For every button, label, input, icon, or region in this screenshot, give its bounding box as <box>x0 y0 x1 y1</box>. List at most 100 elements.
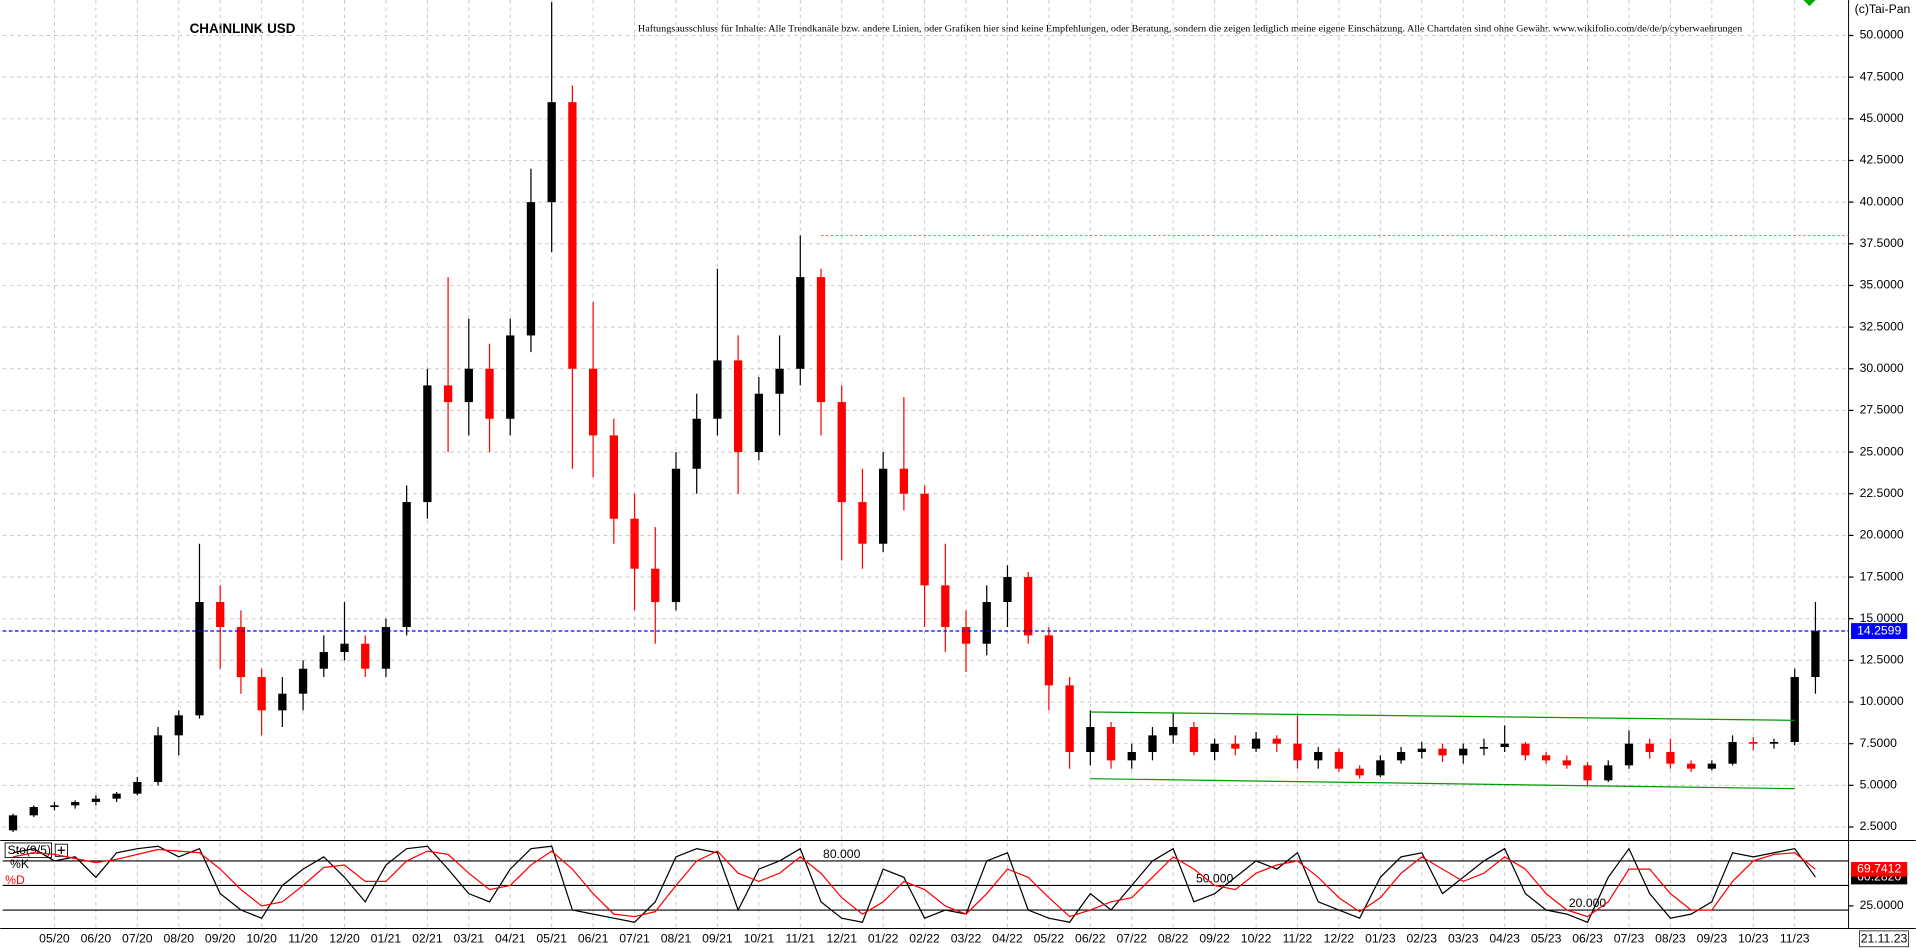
y-tick-label: 20.0000 <box>1860 528 1904 542</box>
candle-body <box>899 468 909 494</box>
candle-body <box>879 468 888 544</box>
level-label: 20.000 <box>1569 896 1607 910</box>
x-tick-label: 03/22 <box>951 932 982 946</box>
candle-body <box>1479 747 1489 749</box>
candle-body <box>174 715 183 736</box>
legend-label: %D <box>5 873 25 887</box>
candle-body <box>609 435 618 519</box>
candle-body <box>1666 752 1675 764</box>
y-tick-label: 37.5000 <box>1860 236 1904 250</box>
x-tick-label: 02/22 <box>909 932 940 946</box>
x-tick-label: 03/23 <box>1448 932 1479 946</box>
legend-label: %K <box>10 857 29 871</box>
candle-body <box>816 277 826 403</box>
channel-line <box>1090 778 1795 790</box>
candle-body <box>1003 577 1012 603</box>
candle-body <box>1417 748 1426 753</box>
disclaimer: Haftungsausschluss für Inhalte: Alle Tre… <box>638 24 1742 35</box>
candle-body <box>1251 738 1261 749</box>
y-tick-label: 10.0000 <box>1860 694 1904 708</box>
y-tick-label: 47.5000 <box>1860 69 1904 83</box>
stochastic-line <box>12 848 1816 918</box>
x-tick-label: 01/22 <box>868 932 899 946</box>
candle-body <box>713 360 722 419</box>
candle-body <box>1148 735 1157 753</box>
candle-body <box>443 385 453 403</box>
candle-body <box>837 402 846 503</box>
expand-icon[interactable] <box>57 846 65 854</box>
x-tick-label: 04/22 <box>992 932 1023 946</box>
x-tick-label: 08/22 <box>1158 932 1189 946</box>
y-tick-label: 40.0000 <box>1860 194 1904 208</box>
x-tick-label: 10/22 <box>1241 932 1272 946</box>
candle-body <box>506 335 515 419</box>
x-tick-label: 09/20 <box>205 932 236 946</box>
candle-body <box>1024 577 1033 636</box>
y-tick-label: 12.5000 <box>1860 653 1904 667</box>
candle-body <box>1604 765 1613 781</box>
candle-body <box>1355 768 1364 776</box>
candle-body <box>340 643 349 653</box>
x-tick-label: 02/21 <box>412 932 443 946</box>
candle-body <box>961 627 971 644</box>
candle-body <box>1231 743 1240 749</box>
candle-body <box>1314 752 1323 761</box>
x-tick-label: 07/22 <box>1116 932 1147 946</box>
candle-body <box>1334 752 1344 769</box>
candle-body <box>1210 743 1219 753</box>
candle-body <box>982 602 991 644</box>
candle-body <box>485 368 494 419</box>
candle-body <box>547 102 556 203</box>
x-tick-label: 06/22 <box>1075 932 1106 946</box>
candle-body <box>319 652 328 669</box>
candle-body <box>1086 727 1095 753</box>
candle-body <box>920 493 929 586</box>
x-tick-label: 11/23 <box>1780 932 1810 946</box>
candle-body <box>29 807 38 816</box>
candle-body <box>402 502 411 628</box>
level-label: 50.000 <box>1196 872 1234 886</box>
y-tick-label: 17.5000 <box>1860 569 1904 583</box>
candle-body <box>1376 760 1385 776</box>
candle-body <box>568 102 577 369</box>
candle-body <box>464 368 473 403</box>
candle-body <box>8 815 18 831</box>
candle-body <box>1749 742 1758 744</box>
copyright: (c)Tai-Pan <box>1855 2 1911 16</box>
x-tick-label: 06/20 <box>81 932 112 946</box>
candle-body <box>733 360 743 453</box>
candle-body <box>1769 742 1779 744</box>
candle-body <box>91 798 101 803</box>
marker-icon <box>1803 0 1816 7</box>
y-tick-label: 32.5000 <box>1860 319 1904 333</box>
candle-body <box>50 805 59 808</box>
candle-body <box>257 677 266 711</box>
candle-body <box>1728 742 1737 764</box>
candle-body <box>1438 748 1447 756</box>
current-price-label: 14.2599 <box>1857 623 1901 637</box>
y-tick-label: 35.0000 <box>1860 278 1904 292</box>
candle-body <box>133 782 142 794</box>
candle-body <box>278 693 287 711</box>
last-date: 21.11.23 <box>1861 932 1908 946</box>
candle-body <box>1645 743 1654 753</box>
candle-body <box>1106 727 1116 761</box>
x-tick-label: 09/21 <box>702 932 733 946</box>
stochastic-line <box>12 845 1816 924</box>
candle-body <box>1790 677 1799 743</box>
x-tick-label: 11/21 <box>785 932 815 946</box>
candle-body <box>1686 763 1696 769</box>
candle-body <box>71 802 80 806</box>
x-tick-label: 08/23 <box>1655 932 1686 946</box>
candle-body <box>775 368 784 394</box>
candle-body <box>941 585 950 628</box>
x-tick-label: 07/20 <box>122 932 153 946</box>
candle-body <box>858 502 867 544</box>
candle-body <box>153 735 163 783</box>
candle-body <box>1459 748 1468 756</box>
x-tick-label: 01/23 <box>1365 932 1396 946</box>
candle-body <box>112 793 121 799</box>
x-tick-label: 08/21 <box>661 932 692 946</box>
